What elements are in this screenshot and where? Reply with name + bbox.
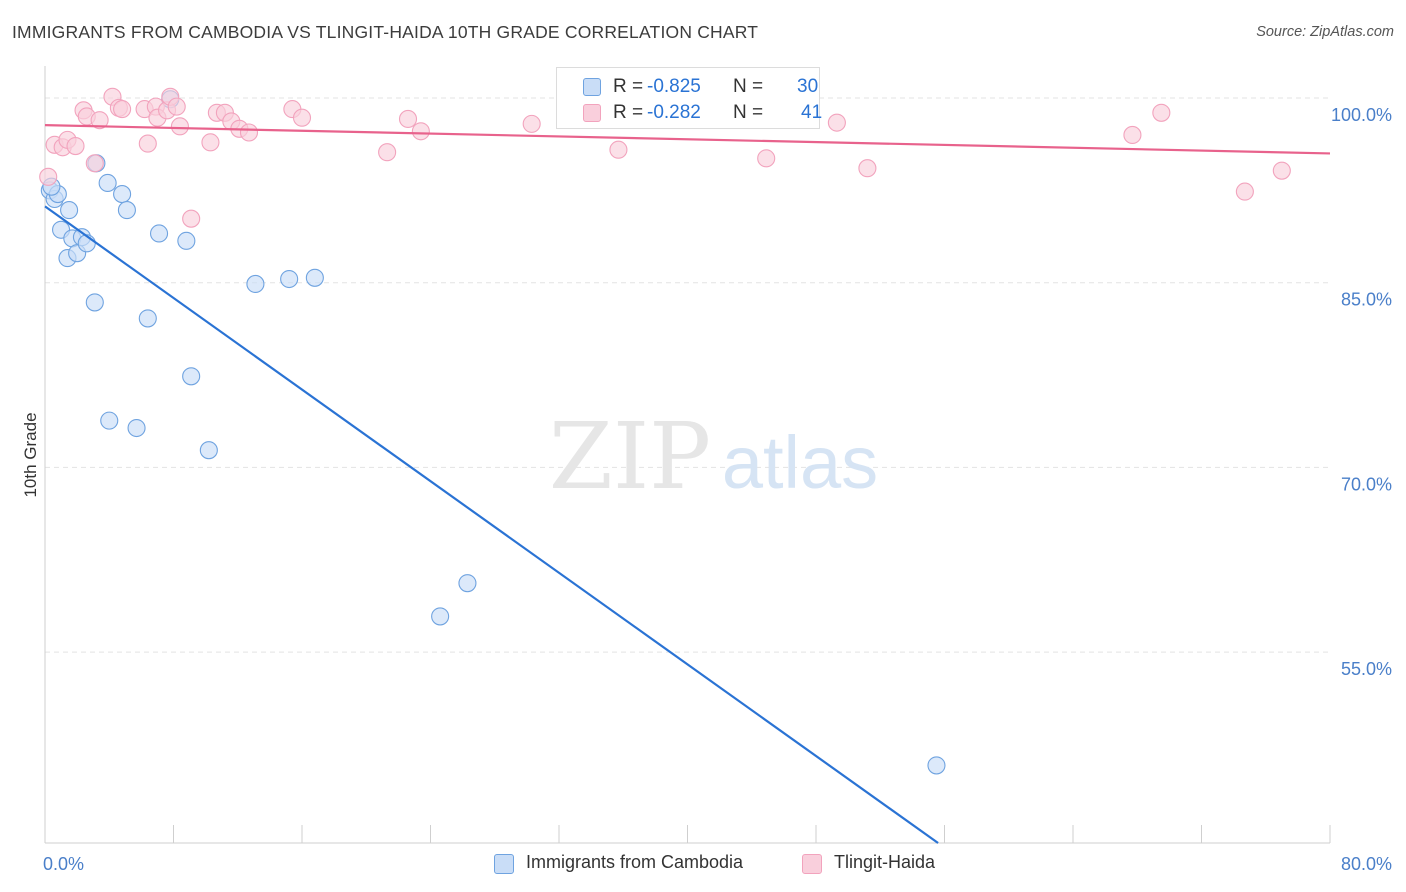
tlingit-point (858, 159, 877, 178)
cambodia-point (138, 309, 157, 328)
r-value: -0.282 (647, 102, 701, 123)
tlingit-point (1152, 103, 1171, 122)
y-tick-label: 85.0% (1341, 290, 1392, 310)
y-tick-label: 70.0% (1341, 474, 1392, 494)
tlingit-point (39, 167, 58, 186)
cambodia-point (60, 201, 79, 220)
tlingit-point (90, 111, 109, 130)
tlingit-point (138, 134, 157, 153)
cambodia-point (305, 268, 324, 287)
watermark: ZIP atlas (549, 403, 878, 510)
tlingit-point (201, 133, 220, 152)
trend-layer (44, 124, 1331, 844)
points-layer (39, 87, 1291, 775)
tlingit-legend-swatch (802, 854, 822, 874)
y-axis-title: 10th Grade (21, 412, 40, 497)
y-tick-label: 100.0% (1331, 105, 1392, 125)
x-tick-label: 0.0% (43, 854, 84, 874)
tlingit-point (239, 123, 259, 142)
cambodia-point (98, 173, 117, 193)
cambodia-point (280, 269, 299, 289)
tlingit-point (113, 100, 132, 119)
cambodia-point (100, 411, 119, 430)
legend-label: Immigrants from Cambodia (526, 852, 744, 872)
source-label: Source: ZipAtlas.com (1256, 24, 1394, 40)
tlingit-trend-line (44, 124, 1331, 155)
legend-label: Tlingit-Haida (834, 852, 936, 872)
tlingit-point (182, 209, 201, 228)
cambodia-point (431, 607, 450, 626)
y-tick-label: 55.0% (1341, 659, 1392, 679)
cambodia-point (85, 293, 104, 312)
cambodia-point (458, 574, 477, 593)
tlingit-point (757, 149, 776, 168)
cambodia-point (182, 367, 201, 386)
cambodia-trend-line (44, 205, 939, 844)
tlingit-point (170, 117, 189, 136)
cambodia-point (113, 185, 132, 204)
r-label: R = (613, 76, 644, 97)
n-label: N = (733, 102, 764, 123)
tlingit-point (167, 97, 186, 116)
x-tick-label: 80.0% (1341, 854, 1392, 874)
tlingit-point (1235, 182, 1254, 201)
watermark-zip: ZIP (549, 403, 711, 510)
cambodia-point (117, 201, 136, 220)
tlingit-swatch (583, 104, 601, 122)
r-label: R = (613, 102, 644, 123)
stats-legend: R = -0.825 N = 30 R = -0.282 N = 41 (556, 67, 823, 129)
watermark-atlas: atlas (722, 421, 878, 504)
n-value: 41 (801, 102, 823, 123)
cambodia-swatch (583, 78, 601, 96)
tlingit-point (398, 109, 418, 128)
tlingit-point (85, 154, 104, 173)
cambodia-point (127, 418, 146, 438)
labels-layer: 100.0% 85.0% 70.0% 55.0% 0.0% 80.0% 10th Grade (21, 105, 1392, 874)
tlingit-point (1123, 125, 1142, 145)
n-label: N = (733, 76, 764, 97)
cambodia-point (149, 224, 169, 243)
tlingit-point (292, 108, 312, 127)
r-value: -0.825 (647, 76, 701, 97)
cambodia-point (246, 274, 265, 294)
chart-title: IMMIGRANTS FROM CAMBODIA VS TLINGIT-HAID… (12, 22, 759, 42)
tlingit-point (522, 114, 541, 133)
cambodia-point (177, 231, 196, 250)
tlingit-point (66, 136, 85, 156)
tlingit-point (378, 143, 397, 162)
grid-layer (45, 97, 1330, 653)
tlingit-point (609, 140, 628, 159)
tlingit-point (1272, 161, 1291, 180)
tlingit-point (411, 122, 430, 141)
cambodia-legend-swatch (494, 854, 514, 874)
tlingit-point (827, 113, 846, 132)
cambodia-point (199, 441, 218, 460)
cambodia-point (927, 756, 946, 775)
n-value: 30 (797, 76, 819, 97)
